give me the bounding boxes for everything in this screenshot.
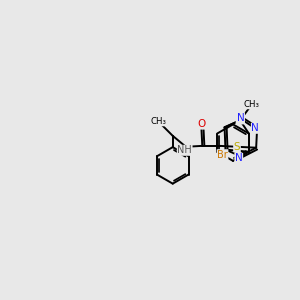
Text: S: S: [234, 142, 240, 152]
Text: N: N: [235, 153, 243, 164]
Text: NH: NH: [177, 145, 192, 155]
Text: N: N: [251, 123, 259, 133]
Text: N: N: [236, 114, 244, 124]
Text: CH₃: CH₃: [244, 100, 260, 109]
Text: N: N: [237, 113, 244, 123]
Text: O: O: [197, 119, 206, 129]
Text: CH₃: CH₃: [150, 117, 166, 126]
Text: Br: Br: [217, 150, 228, 160]
